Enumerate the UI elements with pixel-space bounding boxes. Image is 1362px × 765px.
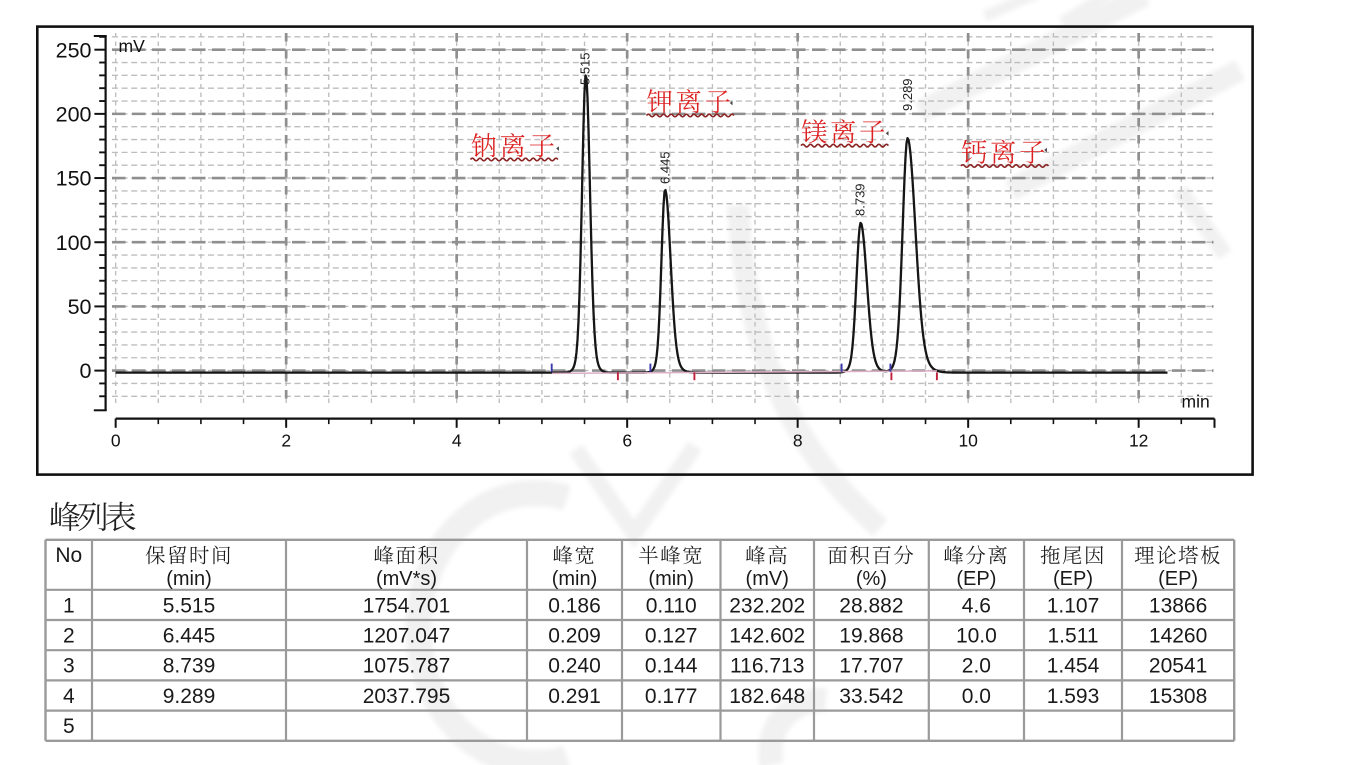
svg-text:5: 5 (63, 715, 75, 738)
svg-text:1: 1 (63, 594, 75, 617)
svg-text:8.739: 8.739 (853, 183, 868, 216)
svg-text:33.542: 33.542 (839, 685, 903, 708)
svg-text:No: No (55, 544, 82, 567)
svg-text:1.511: 1.511 (1048, 625, 1099, 648)
svg-text:232.202: 232.202 (729, 594, 805, 617)
svg-text:4: 4 (63, 685, 75, 708)
svg-text:28.882: 28.882 (839, 594, 903, 617)
svg-text:13866: 13866 (1149, 594, 1207, 617)
svg-text:5.515: 5.515 (578, 52, 593, 85)
svg-text:15308: 15308 (1149, 685, 1207, 708)
svg-text:(min): (min) (552, 568, 598, 590)
svg-text:1.107: 1.107 (1047, 594, 1100, 617)
svg-text:(min): (min) (648, 568, 694, 590)
svg-text:0.291: 0.291 (548, 685, 601, 708)
svg-text:0: 0 (80, 359, 92, 383)
svg-text:10: 10 (958, 431, 978, 451)
svg-text:8.739: 8.739 (163, 655, 216, 678)
svg-text:9.289: 9.289 (900, 78, 915, 111)
svg-text:2: 2 (63, 625, 75, 648)
svg-text:(%): (%) (856, 568, 887, 590)
svg-text:142.602: 142.602 (729, 625, 805, 648)
svg-text:1075.787: 1075.787 (363, 655, 451, 678)
svg-text:0.240: 0.240 (548, 655, 601, 678)
svg-text:0.209: 0.209 (548, 625, 601, 648)
svg-text:mV: mV (119, 36, 146, 56)
svg-text:6.445: 6.445 (163, 625, 216, 648)
svg-text:0.110: 0.110 (646, 594, 697, 617)
svg-text:(mV): (mV) (746, 568, 789, 590)
svg-text:1.593: 1.593 (1047, 685, 1100, 708)
svg-text:2.0: 2.0 (962, 655, 991, 678)
svg-text:0.127: 0.127 (645, 625, 698, 648)
svg-text:4: 4 (452, 431, 462, 451)
svg-text:(EP): (EP) (1158, 568, 1198, 590)
svg-text:1.454: 1.454 (1047, 655, 1100, 678)
svg-text:(min): (min) (166, 568, 212, 590)
svg-text:5.515: 5.515 (163, 594, 216, 617)
svg-text:100: 100 (56, 231, 92, 255)
svg-text:min: min (1182, 391, 1210, 411)
svg-text:2037.795: 2037.795 (363, 685, 451, 708)
svg-text:8: 8 (793, 431, 803, 451)
svg-text:116.713: 116.713 (730, 655, 804, 678)
svg-text:10.0: 10.0 (956, 625, 997, 648)
svg-text:9.289: 9.289 (163, 685, 216, 708)
svg-text:200: 200 (56, 103, 92, 127)
svg-text:50: 50 (68, 295, 92, 319)
svg-text:6.445: 6.445 (657, 151, 672, 184)
svg-text:17.707: 17.707 (839, 655, 903, 678)
svg-text:1754.701: 1754.701 (363, 594, 451, 617)
svg-text:(mV*s): (mV*s) (376, 568, 437, 590)
svg-text:19.868: 19.868 (839, 625, 903, 648)
svg-text:(EP): (EP) (956, 568, 996, 590)
svg-text:150: 150 (56, 167, 92, 191)
svg-text:250: 250 (56, 38, 92, 62)
svg-text:20541: 20541 (1149, 655, 1207, 678)
svg-text:2: 2 (281, 431, 291, 451)
svg-text:0.0: 0.0 (962, 685, 991, 708)
svg-text:0: 0 (111, 431, 121, 451)
svg-text:4.6: 4.6 (962, 594, 991, 617)
svg-text:0.144: 0.144 (645, 655, 698, 678)
svg-text:(EP): (EP) (1053, 568, 1093, 590)
svg-text:6: 6 (622, 431, 632, 451)
svg-text:0.186: 0.186 (548, 594, 601, 617)
svg-text:1207.047: 1207.047 (363, 625, 451, 648)
svg-text:12: 12 (1129, 431, 1148, 451)
svg-text:3: 3 (63, 655, 75, 678)
svg-text:0.177: 0.177 (645, 685, 698, 708)
svg-text:14260: 14260 (1149, 625, 1207, 648)
svg-text:182.648: 182.648 (729, 685, 805, 708)
